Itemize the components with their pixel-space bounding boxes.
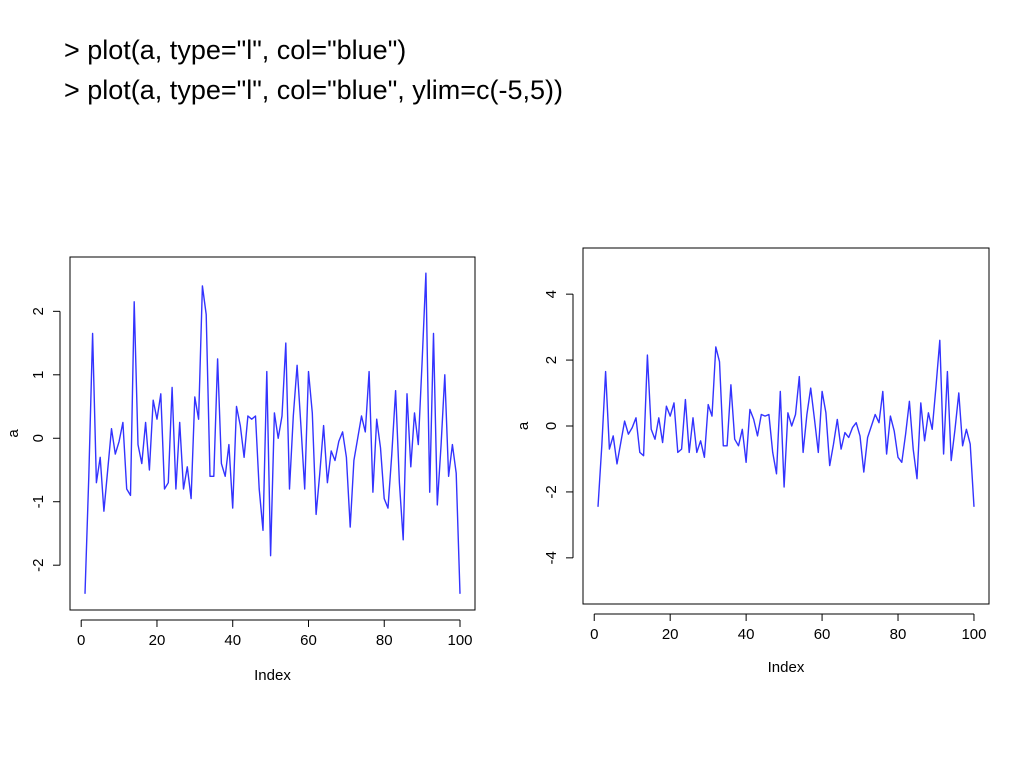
- x-axis-label: Index: [254, 667, 291, 684]
- x-tick-label: 60: [300, 632, 317, 649]
- x-tick-label: 0: [590, 626, 598, 643]
- series-line: [597, 339, 975, 507]
- line-plot-left: 0 20 40 60 80 100 -2 -1 0 1 2 Index a: [5, 256, 476, 684]
- y-tick-label: 2: [30, 307, 47, 315]
- plot-frame: [69, 256, 476, 611]
- y-tick-label: 0: [543, 422, 560, 430]
- x-tick-label: 20: [149, 632, 166, 649]
- x-tick-label: 100: [961, 626, 986, 643]
- x-tick-label: 100: [447, 632, 472, 649]
- code-line-2: > plot(a, type="l", col="blue", ylim=c(-…: [64, 75, 564, 105]
- y-axis-label: a: [5, 429, 22, 438]
- code-block: > plot(a, type="l", col="blue") > plot(a…: [64, 30, 563, 110]
- plot-frame: [582, 247, 990, 605]
- code-line-1: > plot(a, type="l", col="blue"): [64, 35, 407, 65]
- series-line: [84, 272, 461, 594]
- x-tick-label: 80: [376, 632, 393, 649]
- y-tick-label: 1: [30, 371, 47, 379]
- y-tick-label: -2: [543, 485, 560, 498]
- y-tick-label: 0: [30, 434, 47, 442]
- x-tick-label: 20: [662, 626, 679, 643]
- y-axis-label: a: [515, 421, 532, 430]
- x-tick-label: 80: [890, 626, 907, 643]
- line-plot-right: 0 20 40 60 80 100 -4 -2 0 2 4 Index a: [515, 247, 990, 676]
- y-tick-label: 4: [543, 290, 560, 298]
- x-tick-label: 60: [814, 626, 831, 643]
- y-tick-label: -1: [30, 495, 47, 508]
- x-axis-label: Index: [768, 659, 805, 676]
- x-tick-label: 40: [738, 626, 755, 643]
- x-tick-label: 40: [224, 632, 241, 649]
- y-tick-label: -4: [543, 551, 560, 564]
- y-tick-label: 2: [543, 356, 560, 364]
- y-tick-label: -2: [30, 559, 47, 572]
- x-tick-label: 0: [77, 632, 85, 649]
